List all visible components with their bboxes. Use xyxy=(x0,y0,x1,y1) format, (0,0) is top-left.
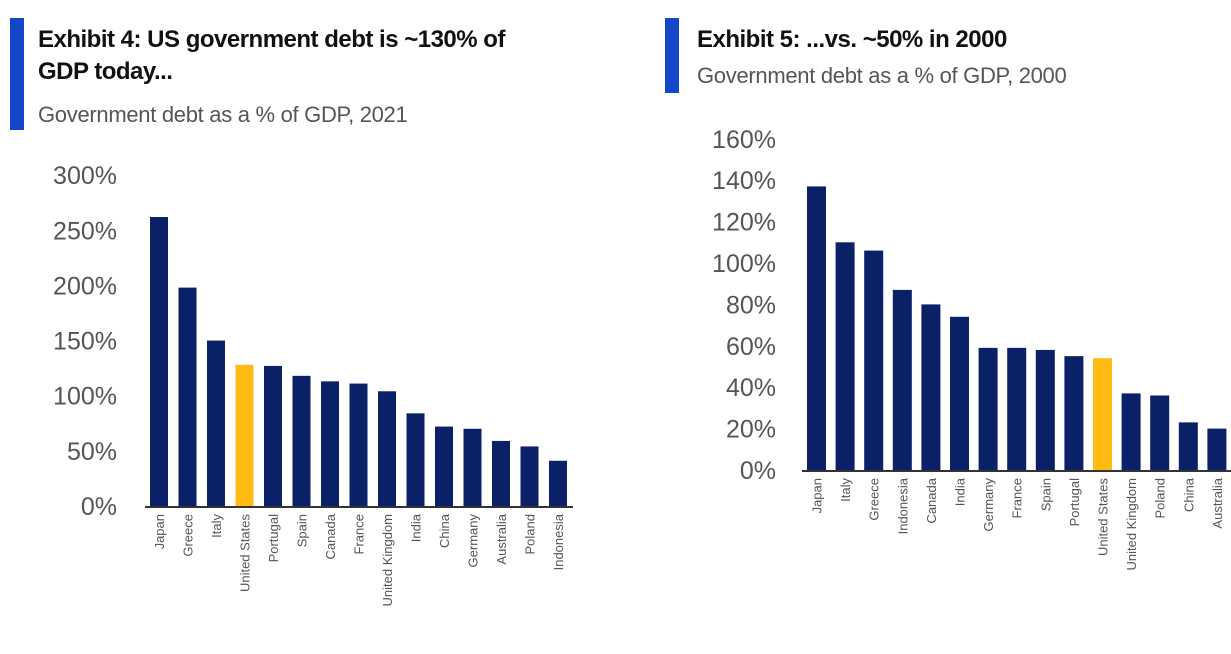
exhibit-4-category-label: United Kingdom xyxy=(380,514,395,607)
exhibit-5-category-label: Germany xyxy=(981,478,996,532)
exhibit-5-category-label: United Kingdom xyxy=(1124,478,1139,571)
exhibit-5-y-tick-label: 40% xyxy=(726,374,776,402)
exhibit-4-title: Exhibit 4: US government debt is ~130% o… xyxy=(38,24,598,88)
exhibit-4-category-label: Japan xyxy=(152,514,167,549)
exhibit-5-bar-australia xyxy=(1207,428,1227,470)
exhibit-4-category-label: China xyxy=(437,513,452,548)
exhibit-5-y-tick-label: 20% xyxy=(726,416,776,444)
exhibit-4-category-label: Indonesia xyxy=(551,513,566,570)
exhibit-4-category-label: Italy xyxy=(209,514,224,538)
exhibit-5-category-label: Greece xyxy=(867,478,882,521)
exhibit-4-bar-poland xyxy=(520,446,539,506)
exhibit-4-subtitle: Government debt as a % of GDP, 2021 xyxy=(38,102,408,127)
exhibit-5-bar-india xyxy=(950,316,969,470)
exhibit-5-bar-united-kingdom xyxy=(1121,393,1141,470)
exhibit-4-category-label: Spain xyxy=(295,514,310,547)
exhibit-5-y-tick-label: 60% xyxy=(726,333,776,361)
exhibit-5-category-label: China xyxy=(1181,477,1196,512)
exhibit-4-bar-canada xyxy=(321,381,339,506)
exhibit-4-category-label: France xyxy=(352,514,367,554)
exhibit-5-bar-china xyxy=(1178,422,1198,470)
exhibit-5-category-label: Spain xyxy=(1038,478,1053,511)
exhibit-5-accent-bar xyxy=(665,18,679,93)
exhibit-4-y-tick-label: 100% xyxy=(53,383,117,411)
exhibit-4-y-tick-label: 200% xyxy=(53,272,117,300)
exhibit-4-category-label: Poland xyxy=(523,514,538,554)
exhibit-4-y-tick-label: 150% xyxy=(53,328,117,356)
exhibit-4-bar-italy xyxy=(207,340,225,506)
exhibit-5-category-label: United States xyxy=(1096,478,1111,557)
exhibit-4-bar-united-states xyxy=(235,364,254,506)
exhibit-4-y-tick-label: 250% xyxy=(53,217,117,245)
exhibit-5-category-label: India xyxy=(953,477,968,506)
exhibit-4-bar-portugal xyxy=(264,365,282,506)
exhibit-5-y-tick-label: 0% xyxy=(740,457,776,485)
exhibit-5-category-label: Japan xyxy=(810,478,825,513)
exhibit-4-bar-united-kingdom xyxy=(378,391,396,506)
exhibit-5-bar-greece xyxy=(864,250,884,470)
exhibit-4-y-tick-label: 300% xyxy=(53,162,117,190)
exhibit-5-y-tick-label: 140% xyxy=(712,167,776,195)
exhibit-5-bar-japan xyxy=(807,186,826,470)
exhibit-5-category-label: Indonesia xyxy=(895,477,910,534)
exhibit-4-bar-japan xyxy=(150,217,168,506)
exhibit-5-title-line-1: Exhibit 5: ...vs. ~50% in 2000 xyxy=(697,26,1007,53)
exhibit-4-title-line-2: GDP today... xyxy=(38,58,173,85)
exhibit-4-y-tick-label: 50% xyxy=(67,438,117,466)
exhibit-5-bar-portugal xyxy=(1064,356,1084,470)
exhibit-5-y-tick-label: 160% xyxy=(712,126,776,154)
exhibit-5-bar-united-states xyxy=(1093,358,1112,470)
exhibit-5-category-label: Canada xyxy=(924,477,939,523)
exhibit-4-bar-spain xyxy=(292,375,311,506)
exhibit-4-accent-bar xyxy=(10,18,24,130)
exhibit-4-bar-india xyxy=(406,413,425,506)
exhibit-5-bar-poland xyxy=(1150,395,1170,470)
exhibit-4-category-label: Australia xyxy=(494,513,509,564)
exhibit-4-category-label: Germany xyxy=(466,514,481,568)
exhibit-4-bar-australia xyxy=(492,440,510,506)
exhibit-5-bar-france xyxy=(1007,347,1027,470)
exhibit-5-category-label: Portugal xyxy=(1067,478,1082,527)
exhibit-4-category-label: Canada xyxy=(323,513,338,559)
exhibit-5-bar-indonesia xyxy=(892,289,912,470)
exhibit-5-bar-italy xyxy=(835,242,855,470)
exhibit-4-bar-greece xyxy=(178,287,197,506)
exhibit-5-title: Exhibit 5: ...vs. ~50% in 2000 xyxy=(697,24,1217,56)
exhibit-5-bar-canada xyxy=(921,304,941,470)
exhibit-4-bar-china xyxy=(435,426,453,506)
exhibit-5-bar-germany xyxy=(978,347,998,470)
exhibit-5-category-label: Australia xyxy=(1210,477,1225,528)
exhibit-5-category-label: France xyxy=(1010,478,1025,518)
exhibit-4-category-label: Greece xyxy=(181,514,196,557)
exhibit-5-subtitle: Government debt as a % of GDP, 2000 xyxy=(697,63,1067,88)
exhibit-4-category-label: Portugal xyxy=(266,514,281,563)
exhibit-4-y-tick-label: 0% xyxy=(81,493,117,521)
exhibit-5-y-tick-label: 120% xyxy=(712,209,776,237)
exhibit-5-y-tick-label: 100% xyxy=(712,250,776,278)
exhibit-4-category-label: India xyxy=(409,513,424,542)
exhibit-4-bar-indonesia xyxy=(549,460,567,506)
exhibit-5-y-tick-label: 80% xyxy=(726,291,776,319)
exhibit-5-bar-spain xyxy=(1035,349,1055,470)
exhibit-4-category-label: United States xyxy=(238,514,253,593)
exhibit-5-category-label: Italy xyxy=(838,478,853,502)
exhibit-4-bar-germany xyxy=(463,428,482,506)
exhibit-4-bar-france xyxy=(349,383,368,506)
exhibit-4-title-line-1: Exhibit 4: US government debt is ~130% o… xyxy=(38,26,505,53)
exhibit-5-category-label: Poland xyxy=(1153,478,1168,518)
